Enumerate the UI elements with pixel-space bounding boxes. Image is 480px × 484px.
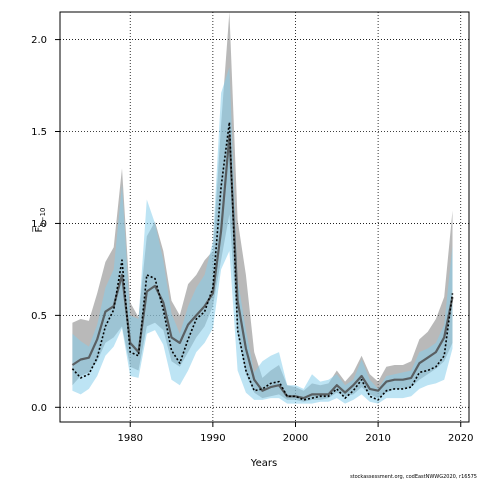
- svg-text:F̅5−10: F̅5−10: [32, 208, 47, 233]
- y-tick-label: 2.0: [31, 35, 47, 46]
- credit-text: stockassessment.org, codEastNWWG2020, r1…: [350, 474, 477, 480]
- y-tick-label: 1.0: [31, 219, 47, 230]
- x-tick-label: 2020: [448, 433, 473, 444]
- confidence-bands: [72, 12, 453, 404]
- y-tick-label: 1.5: [31, 127, 47, 138]
- x-tick-label: 2000: [283, 433, 308, 444]
- grid-lines: [60, 12, 469, 422]
- y-axis: 0.0 0.5 1.0 1.5 2.0: [31, 35, 60, 414]
- y-axis-title-main: F̅: [32, 226, 45, 233]
- series-lines: [71, 121, 454, 401]
- y-axis-title: F̅5−10: [32, 208, 47, 233]
- series-line-1: [71, 134, 454, 400]
- y-axis-title-sub: 5−10: [39, 208, 47, 227]
- x-tick-label: 2010: [365, 433, 390, 444]
- x-axis: 1980 1990 2000 2010 2020: [118, 422, 473, 444]
- x-tick-label: 1990: [200, 433, 225, 444]
- confidence-band-2: [72, 67, 453, 404]
- x-tick-label: 1980: [118, 433, 143, 444]
- y-tick-label: 0.0: [31, 403, 47, 414]
- y-tick-label: 0.5: [31, 311, 47, 322]
- plot-frame: [59, 11, 470, 423]
- x-axis-title: Years: [250, 458, 277, 469]
